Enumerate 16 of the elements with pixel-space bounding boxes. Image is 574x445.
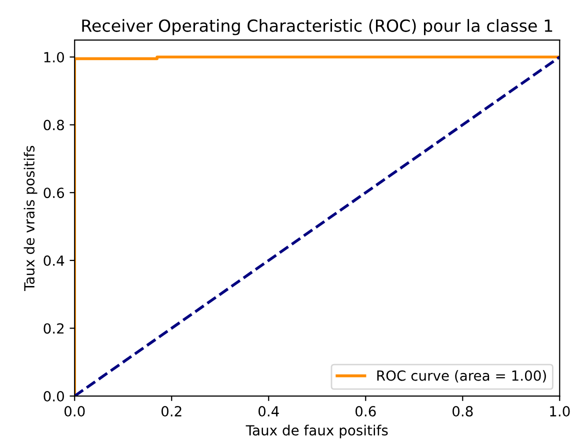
x-tick-label: 0.8: [452, 406, 473, 417]
x-tick-label: 0.4: [258, 406, 279, 417]
y-tick-label: 0.2: [44, 323, 64, 334]
x-tick-label: 0.6: [356, 406, 376, 417]
y-tick-label: 0.4: [44, 255, 64, 266]
x-axis-title: Taux de faux positifs: [246, 424, 388, 438]
legend-label: ROC curve (area = 1.00): [377, 370, 546, 382]
y-tick-label: 0.8: [44, 120, 64, 130]
x-tick-label: 1.0: [550, 406, 570, 417]
y-tick-label: 0.6: [44, 188, 64, 198]
y-tick-label: 0.0: [44, 391, 64, 402]
y-tick-label: 1.0: [44, 52, 64, 62]
chart-title: Receiver Operating Characteristic (ROC) pour la classe 1: [82, 19, 552, 36]
y-axis-title: Taux de vrais positifs: [24, 146, 38, 291]
x-tick-label: 0.2: [162, 406, 182, 417]
x-tick-label: 0.0: [64, 406, 85, 417]
